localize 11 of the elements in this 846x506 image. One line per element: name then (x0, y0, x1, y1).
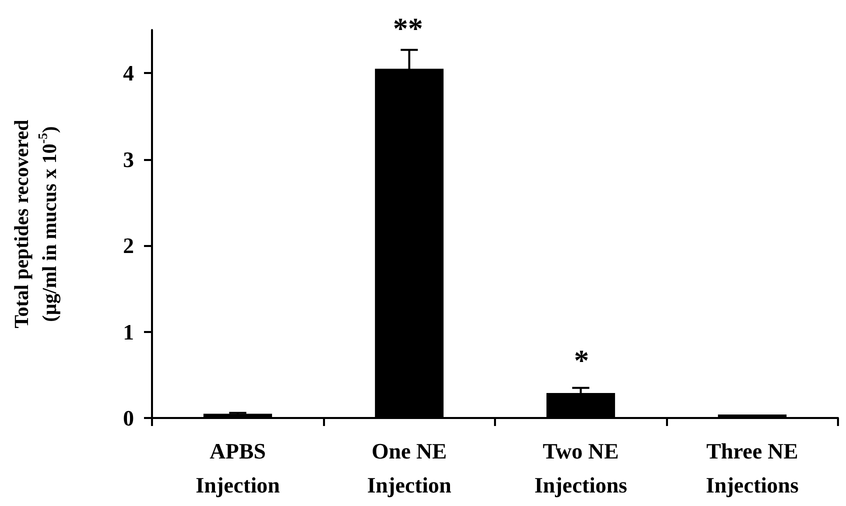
x-tick-label: APBS Injection (196, 438, 280, 498)
x-tick-label: Two NE Injections (534, 438, 628, 498)
x-tick-label: Three NE Injections (706, 438, 800, 498)
x-tick-label: One NE Injection (367, 438, 452, 498)
y-tick-label: 2 (123, 233, 134, 258)
y-tick-label: 0 (123, 406, 134, 430)
annotation: * (574, 344, 589, 378)
y-tick-label: 4 (123, 60, 134, 86)
y-tick-label: 3 (123, 146, 134, 172)
annotation: ** (393, 12, 423, 46)
y-tick-label: 1 (123, 319, 134, 344)
